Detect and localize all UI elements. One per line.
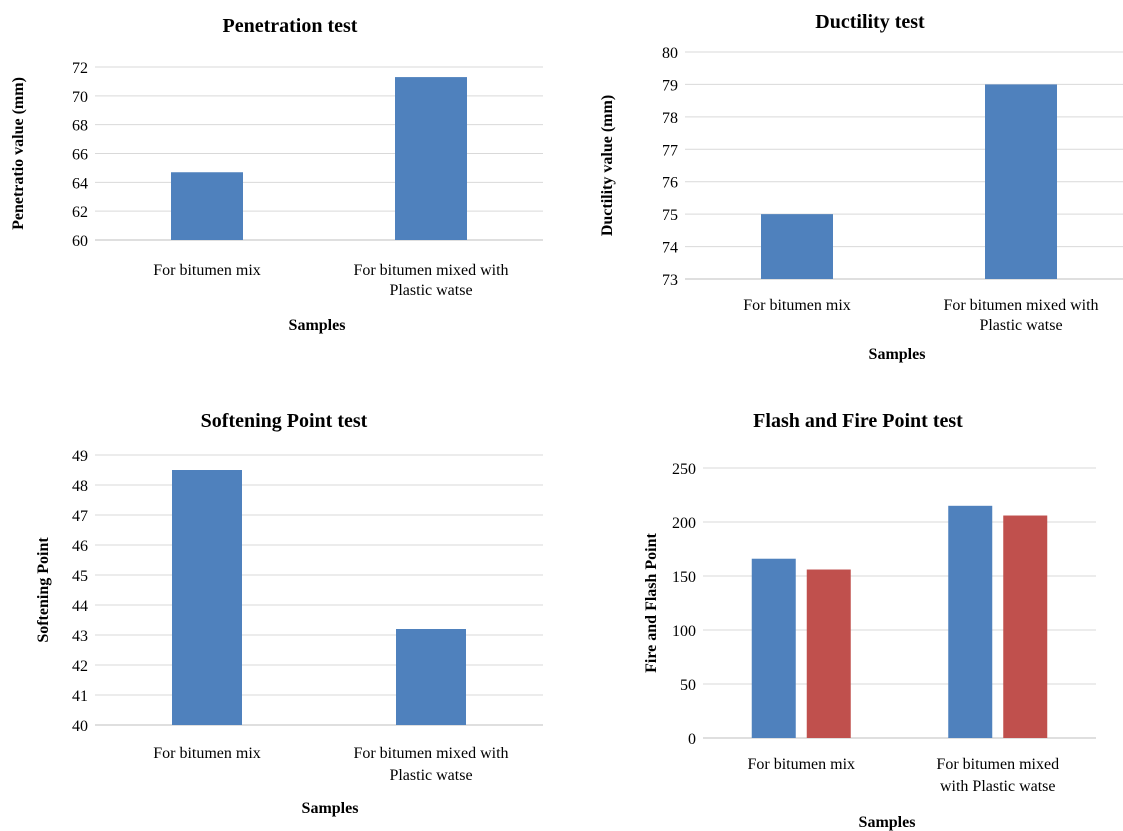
y-tick-label: 41 [72, 688, 88, 705]
y-tick-label: 48 [72, 478, 88, 495]
chart-title: Ductility test [815, 11, 925, 33]
x-category-label: For bitumen mix [153, 262, 261, 279]
x-axis-title: Samples [869, 346, 926, 363]
y-tick-label: 43 [72, 628, 88, 645]
x-category-label: For bitumen mixed with [943, 297, 1098, 314]
y-tick-label: 50 [680, 677, 696, 694]
chart-flash-fire: Flash and Fire Point test 0 50 100 150 200 250… [643, 410, 1096, 831]
chart-title: Flash and Fire Point test [753, 410, 963, 432]
y-tick-label: 62 [72, 204, 88, 221]
bar-series1-cat1 [751, 558, 796, 738]
y-tick-label: 100 [672, 623, 696, 640]
x-axis-title: Samples [859, 814, 916, 831]
y-tick-label: 0 [688, 731, 696, 748]
y-tick-label: 47 [72, 508, 88, 525]
y-axis-title: Penetratio value (mm) [10, 77, 27, 230]
y-tick-label: 78 [662, 110, 678, 127]
bar-series2-cat2 [1003, 515, 1048, 738]
y-tick-label: 73 [662, 272, 678, 289]
x-category-label: For bitumen mix [153, 745, 261, 762]
y-tick-label: 75 [662, 207, 678, 224]
bar-series1-cat2 [396, 629, 466, 725]
y-tick-label: 200 [672, 515, 696, 532]
bar-series1-cat1 [172, 470, 242, 725]
y-tick-label: 40 [72, 718, 88, 735]
y-tick-label: 46 [72, 538, 88, 555]
x-category-label: Plastic watse [979, 317, 1062, 334]
chart-ductility: Ductility test 73 74 75 76 77 78 79 80 For bitume… [599, 11, 1123, 363]
y-tick-label: 45 [72, 568, 88, 585]
y-tick-label: 74 [662, 240, 678, 257]
bar-series1-cat2 [948, 505, 993, 738]
bar-series2-cat1 [806, 569, 851, 738]
y-tick-label: 60 [72, 233, 88, 250]
bar-series1-cat1 [171, 172, 243, 240]
y-axis-title: Ductility value (mm) [599, 95, 616, 236]
y-tick-label: 44 [72, 598, 88, 615]
y-tick-label: 77 [662, 142, 678, 159]
y-tick-label: 72 [72, 60, 88, 77]
x-category-label: For bitumen mix [743, 297, 851, 314]
chart-title: Softening Point test [201, 410, 368, 432]
y-tick-label: 68 [72, 118, 88, 135]
x-category-label: For bitumen mixed with [353, 262, 508, 279]
x-category-label: Plastic watse [389, 767, 472, 784]
x-axis-title: Samples [302, 800, 359, 817]
bar-series1-cat2 [395, 77, 467, 240]
y-axis-title: Fire and Flash Point [643, 532, 660, 672]
chart-penetration: Penetration test 60 62 64 66 68 70 72 For bitume… [10, 15, 543, 334]
x-category-label: with Plastic watse [940, 778, 1056, 795]
x-category-label: For bitumen mix [747, 756, 855, 773]
y-tick-label: 80 [662, 45, 678, 62]
y-tick-label: 49 [72, 448, 88, 465]
y-tick-label: 150 [672, 569, 696, 586]
y-tick-label: 66 [72, 147, 88, 164]
x-category-label: Plastic watse [389, 282, 472, 299]
x-category-label: For bitumen mixed [936, 756, 1059, 773]
chart-softening: Softening Point test 40 41 42 43 44 45 46 47 48 49… [35, 410, 543, 817]
bar-series1-cat2 [985, 84, 1057, 279]
y-tick-label: 79 [662, 77, 678, 94]
y-axis-title: Softening Point [35, 537, 52, 643]
bar-series1-cat1 [761, 214, 833, 279]
x-axis-title: Samples [289, 317, 346, 334]
y-tick-label: 76 [662, 175, 678, 192]
chart-title: Penetration test [223, 15, 358, 37]
y-tick-label: 42 [72, 658, 88, 675]
y-tick-label: 64 [72, 175, 88, 192]
x-category-label: For bitumen mixed with [353, 745, 508, 762]
y-tick-label: 70 [72, 89, 88, 106]
y-tick-label: 250 [672, 461, 696, 478]
